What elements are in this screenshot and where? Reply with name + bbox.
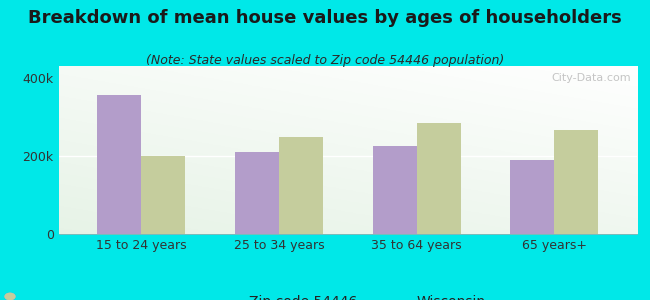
Bar — [279, 137, 323, 234]
Text: Breakdown of mean house values by ages of householders: Breakdown of mean house values by ages o… — [28, 9, 622, 27]
Text: City-Data.com: City-Data.com — [552, 73, 631, 83]
Bar — [372, 146, 417, 234]
Bar — [510, 160, 554, 234]
Legend: Zip code 54446, Wisconsin: Zip code 54446, Wisconsin — [204, 289, 491, 300]
Bar — [141, 156, 185, 234]
Text: (Note: State values scaled to Zip code 54446 population): (Note: State values scaled to Zip code 5… — [146, 54, 504, 67]
Bar — [235, 152, 279, 234]
Bar — [417, 123, 461, 234]
Bar — [554, 130, 599, 234]
Bar — [97, 95, 141, 234]
